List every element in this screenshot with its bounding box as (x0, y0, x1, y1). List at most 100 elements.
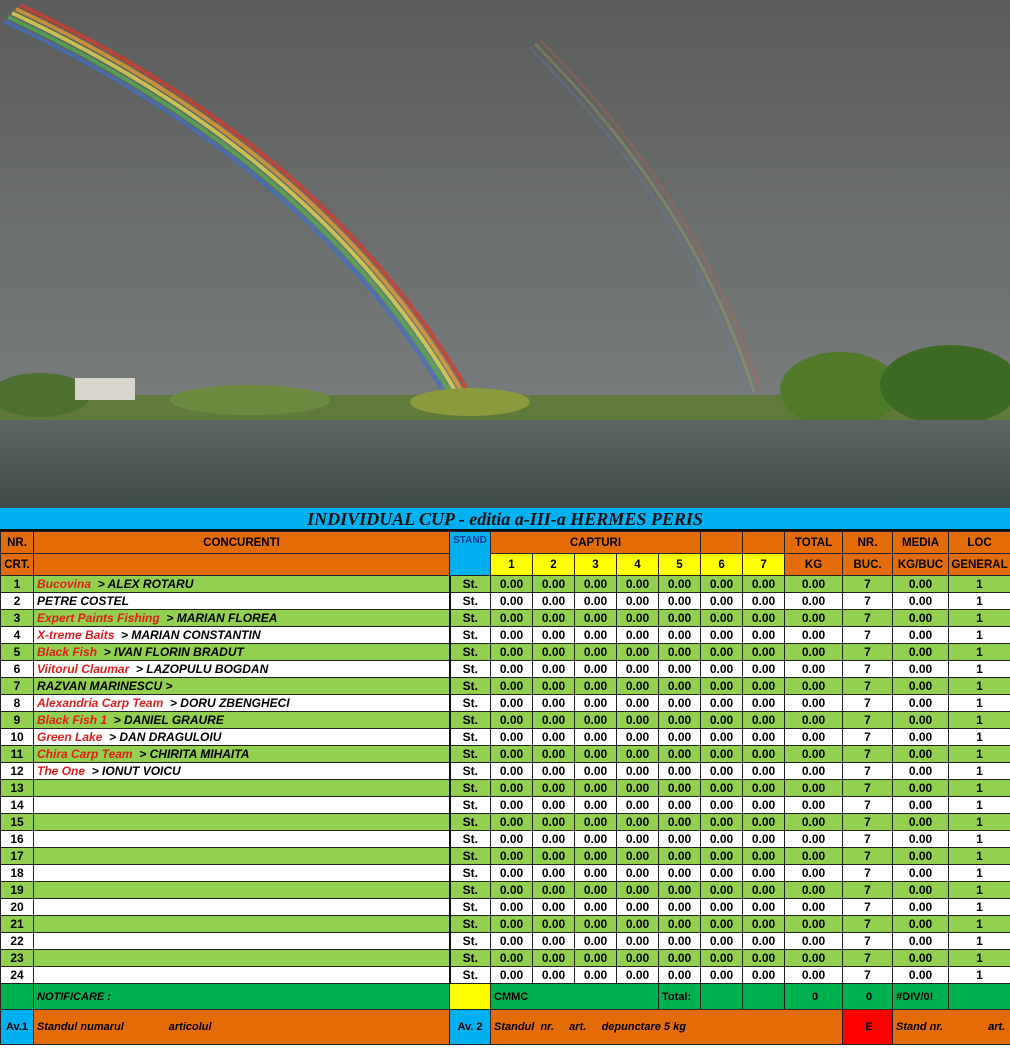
capture-5: 0.00 (657, 932, 702, 950)
stand-cell: St. (448, 830, 491, 848)
capture-4: 0.00 (616, 881, 659, 899)
loc-general: 1 (948, 711, 1010, 729)
capture-1: 0.00 (490, 830, 533, 848)
capture-6: 0.00 (700, 745, 744, 763)
capture-2: 0.00 (532, 745, 575, 763)
nr-buc: 7 (842, 915, 894, 933)
total-kg: 0.00 (784, 915, 844, 933)
angler-name: > ALEX ROTARU (97, 577, 194, 591)
capture-2: 0.00 (532, 813, 575, 831)
capture-1: 0.00 (490, 796, 533, 814)
team-name: Green Lake (37, 730, 103, 744)
header-nr: NR. (0, 531, 34, 554)
competitor-name: Black Fish 1 > DANIEL GRAURE (33, 711, 450, 729)
table-row: 2 PETRE COSTEL St. 0.00 0.00 0.00 0.00 0.00 0.00… (0, 592, 1010, 610)
stand-cell: St. (448, 745, 491, 763)
capture-3: 0.00 (574, 932, 617, 950)
header-kg-buc: KG/BUC (892, 553, 950, 576)
competitor-name: Bucovina > ALEX ROTARU (33, 575, 450, 593)
capture-4: 0.00 (616, 915, 659, 933)
stand-cell: St. (448, 626, 491, 644)
capture-1: 0.00 (490, 915, 533, 933)
capture-7: 0.00 (742, 966, 786, 984)
total-kg: 0.00 (784, 932, 844, 950)
nr-buc: 7 (842, 643, 894, 661)
team-name: Viitorul Claumar (37, 662, 130, 676)
capture-7: 0.00 (742, 711, 786, 729)
capture-4: 0.00 (616, 609, 659, 627)
table-row: 20 St. 0.00 0.00 0.00 0.00 0.00 0.00 0.00 0.00 7 0.… (0, 898, 1010, 916)
capture-6: 0.00 (700, 898, 744, 916)
loc-general: 1 (948, 609, 1010, 627)
capture-4: 0.00 (616, 677, 659, 695)
capture-5: 0.00 (657, 847, 702, 865)
loc-general: 1 (948, 932, 1010, 950)
total-kg: 0.00 (784, 592, 844, 610)
header-media: MEDIA (892, 531, 950, 554)
stand-cell: St. (448, 660, 491, 678)
capture-7: 0.00 (742, 779, 786, 797)
capture-5: 0.00 (657, 779, 702, 797)
capture-3: 0.00 (574, 660, 617, 678)
capture-1: 0.00 (490, 813, 533, 831)
total-kg: 0.00 (784, 966, 844, 984)
loc-general: 1 (948, 660, 1010, 678)
loc-general: 1 (948, 626, 1010, 644)
capture-3: 0.00 (574, 796, 617, 814)
angler-name: > DAN DRAGULOIU (109, 730, 222, 744)
capture-1: 0.00 (490, 864, 533, 882)
row-nr: 24 (0, 966, 34, 984)
capture-5: 0.00 (657, 796, 702, 814)
stand-cell: St. (448, 592, 491, 610)
total-kg: 0.00 (784, 728, 844, 746)
capture-6: 0.00 (700, 762, 744, 780)
nr-buc: 7 (842, 966, 894, 984)
competitor-name (33, 915, 450, 933)
total-kg: 0.00 (784, 898, 844, 916)
capture-7: 0.00 (742, 626, 786, 644)
capture-3: 0.00 (574, 830, 617, 848)
loc-general: 1 (948, 643, 1010, 661)
row-nr: 17 (0, 847, 34, 865)
capture-7: 0.00 (742, 745, 786, 763)
row-nr: 10 (0, 728, 34, 746)
capture-2: 0.00 (532, 626, 575, 644)
row-nr: 8 (0, 694, 34, 712)
nr-buc: 7 (842, 626, 894, 644)
competitor-name: PETRE COSTEL (33, 592, 450, 610)
stand-cell: St. (448, 796, 491, 814)
capture-5: 0.00 (657, 660, 702, 678)
capture-7: 0.00 (742, 660, 786, 678)
table-row: 16 St. 0.00 0.00 0.00 0.00 0.00 0.00 0.00 0.00 7 0.… (0, 830, 1010, 848)
capture-6: 0.00 (700, 592, 744, 610)
angler-name: > DANIEL GRAURE (113, 713, 224, 727)
capture-6: 0.00 (700, 575, 744, 593)
capture-7: 0.00 (742, 898, 786, 916)
capture-4: 0.00 (616, 796, 659, 814)
nr-buc: 7 (842, 830, 894, 848)
nr-buc: 7 (842, 796, 894, 814)
table-row: 1 Bucovina > ALEX ROTARU St. 0.00 0.00 0.00 0.… (0, 575, 1010, 593)
row-nr: 16 (0, 830, 34, 848)
nr-buc: 7 (842, 592, 894, 610)
capture-1: 0.00 (490, 745, 533, 763)
competitor-name (33, 949, 450, 967)
total-kg: 0.00 (784, 660, 844, 678)
media-kg-buc: 0.00 (892, 932, 950, 950)
total-kg: 0.00 (784, 643, 844, 661)
media-kg-buc: 0.00 (892, 796, 950, 814)
team-name: Black Fish (37, 645, 98, 659)
capture-2: 0.00 (532, 643, 575, 661)
capture-4: 0.00 (616, 932, 659, 950)
table-row: 24 St. 0.00 0.00 0.00 0.00 0.00 0.00 0.00 0.00 7 0.… (0, 966, 1010, 984)
capture-5: 0.00 (657, 592, 702, 610)
table-row: 14 St. 0.00 0.00 0.00 0.00 0.00 0.00 0.00 0.00 7 0.… (0, 796, 1010, 814)
capture-1: 0.00 (490, 932, 533, 950)
capture-5: 0.00 (657, 609, 702, 627)
capture-2: 0.00 (532, 966, 575, 984)
capture-4: 0.00 (616, 575, 659, 593)
total-kg: 0.00 (784, 949, 844, 967)
competitor-name (33, 847, 450, 865)
competitor-name (33, 881, 450, 899)
total-kg: 0.00 (784, 745, 844, 763)
